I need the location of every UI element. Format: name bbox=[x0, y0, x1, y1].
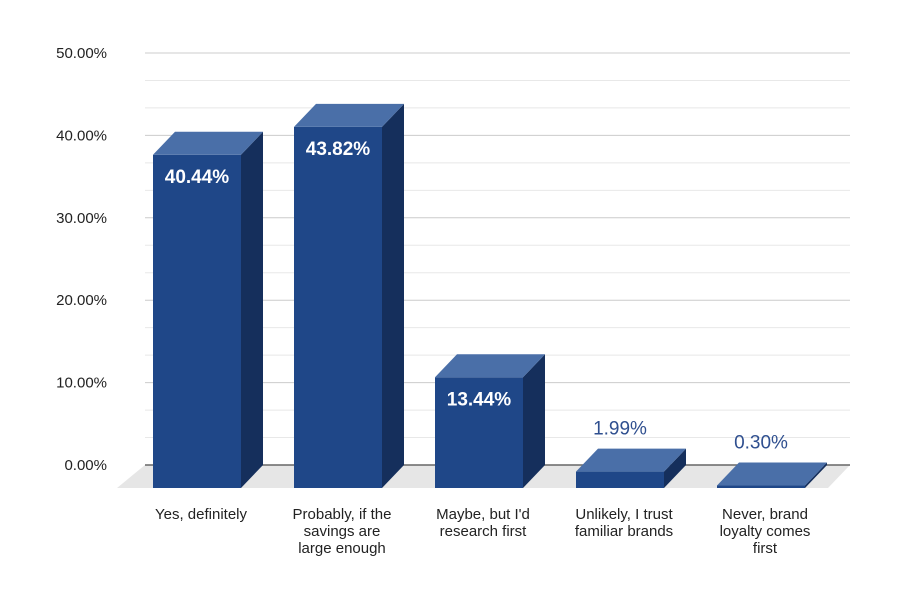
x-category-label: Yes, definitely bbox=[155, 506, 248, 523]
data-label: 13.44% bbox=[447, 389, 512, 410]
bar-side bbox=[523, 354, 545, 488]
bar bbox=[153, 131, 263, 488]
x-category-label: Probably, if the savings are large enough bbox=[293, 506, 392, 557]
bars bbox=[153, 103, 827, 488]
y-axis-ticks: 0.00% 10.00% 20.00% 30.00% 40.00% 50.00% bbox=[56, 45, 107, 474]
data-label: 40.44% bbox=[165, 167, 230, 188]
x-category-label: Never, brand loyalty comes first bbox=[720, 506, 811, 557]
bar-top bbox=[576, 448, 686, 472]
data-label: 1.99% bbox=[593, 419, 647, 440]
x-category-label: Unlikely, I trust familiar brands bbox=[575, 506, 674, 540]
bar-top bbox=[717, 462, 827, 486]
bar-front bbox=[294, 126, 382, 488]
bar-side bbox=[241, 131, 263, 488]
bar-front bbox=[435, 377, 523, 488]
data-label: 43.82% bbox=[306, 139, 371, 160]
data-label: 0.30% bbox=[734, 433, 788, 454]
bar-side bbox=[664, 448, 686, 488]
bar-front bbox=[576, 471, 664, 488]
bar bbox=[294, 103, 404, 488]
bar-top bbox=[294, 103, 404, 127]
y-tick-label: 10.00% bbox=[56, 375, 107, 392]
bar bbox=[717, 462, 827, 488]
bar-top bbox=[153, 131, 263, 155]
y-tick-label: 0.00% bbox=[64, 457, 107, 474]
y-tick-label: 50.00% bbox=[56, 45, 107, 62]
bar-front bbox=[153, 154, 241, 488]
x-axis-categories: Yes, definitely Probably, if the savings a… bbox=[155, 506, 810, 557]
x-category-label: Maybe, but I'd research first bbox=[436, 506, 530, 540]
bar-front bbox=[717, 485, 805, 488]
data-labels: 40.44% 43.82% 13.44% 1.99% 0.30% bbox=[165, 139, 788, 454]
y-tick-label: 40.00% bbox=[56, 127, 107, 144]
bar bbox=[435, 354, 545, 488]
y-tick-label: 30.00% bbox=[56, 210, 107, 227]
bar bbox=[576, 448, 686, 488]
y-tick-label: 20.00% bbox=[56, 292, 107, 309]
bar-side bbox=[805, 462, 827, 488]
bar-top bbox=[435, 354, 545, 378]
bar-side bbox=[382, 103, 404, 488]
